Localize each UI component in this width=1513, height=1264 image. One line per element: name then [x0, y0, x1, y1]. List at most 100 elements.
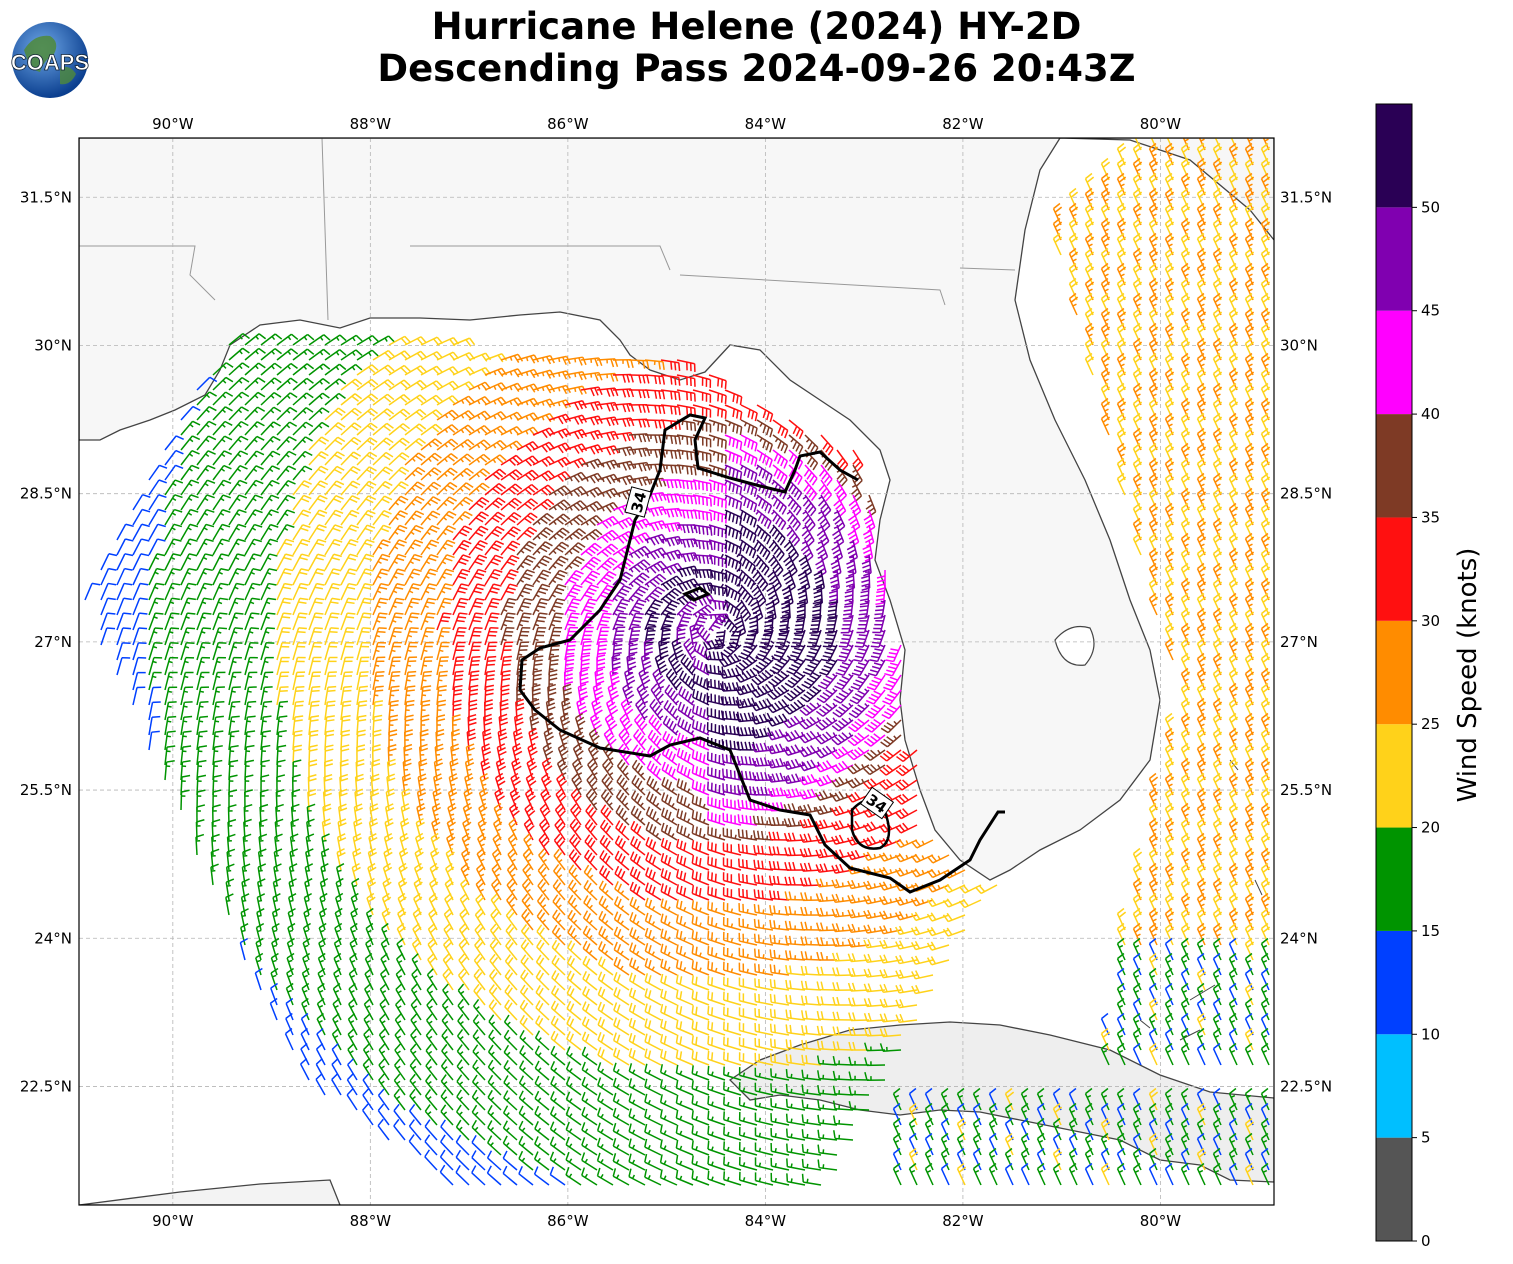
wind-barb [1132, 142, 1143, 166]
colorbar-tick-label: 5 [1421, 1129, 1431, 1147]
colorbar-bin-9 [1376, 207, 1412, 311]
colorbar-tick-label: 40 [1421, 405, 1440, 423]
wind-barb [1212, 187, 1223, 211]
wind-barb [1228, 142, 1239, 166]
wind-barb [1084, 322, 1095, 346]
wind-barb [484, 353, 508, 363]
wind-barb [244, 333, 267, 346]
wind-barb [1260, 157, 1271, 181]
wind-barb [580, 371, 603, 382]
wind-barb [500, 353, 524, 363]
wind-barb [228, 347, 250, 361]
wind-barb [1084, 172, 1095, 196]
wind-barb [1164, 157, 1175, 181]
wind-barb [420, 365, 443, 376]
wind-barb [1244, 337, 1255, 361]
wind-barb [1100, 307, 1111, 331]
wind-barb [1132, 187, 1143, 211]
wind-barb [1196, 247, 1207, 271]
wind-barb [340, 363, 363, 376]
wind-barb [1260, 307, 1271, 331]
wind-barb [1212, 337, 1223, 361]
wind-barb [1244, 142, 1255, 166]
wind-barb [1100, 262, 1111, 286]
wind-barb [1196, 187, 1207, 211]
wind-barb [1244, 277, 1255, 301]
wind-barb [308, 334, 331, 346]
wind-barb [644, 374, 666, 385]
wind-barb [1100, 232, 1111, 256]
lon-label-top: 86°W [547, 115, 589, 133]
colorbar-tick-label: 0 [1421, 1232, 1431, 1250]
wind-barb [1100, 247, 1111, 271]
wind-barb [1180, 307, 1191, 331]
wind-barb [1116, 262, 1127, 286]
wind-barb [1084, 277, 1095, 301]
wind-barb [1148, 142, 1159, 166]
wind-barb [1116, 322, 1127, 346]
wind-barb [1212, 142, 1223, 166]
wind-barb [1196, 202, 1207, 226]
colorbar-bin-3 [1376, 827, 1412, 931]
wind-barb [564, 356, 587, 366]
colorbar-bin-0 [1376, 1137, 1412, 1241]
wind-barb [228, 362, 250, 376]
wind-barb [1068, 187, 1079, 211]
wind-barb [1116, 232, 1127, 256]
wind-barb [356, 349, 379, 361]
wind-barb [1148, 247, 1159, 271]
wind-barb [1180, 187, 1191, 211]
wind-barb [308, 363, 331, 376]
wind-barb [324, 349, 347, 361]
lat-label-left: 22.5°N [20, 1077, 72, 1095]
wind-barb [324, 334, 347, 346]
wind-barb [1148, 187, 1159, 211]
wind-barb [1180, 262, 1191, 286]
wind-barb [1148, 157, 1159, 181]
wind-barb [1164, 307, 1175, 331]
wind-barb [1228, 187, 1239, 211]
wind-barb [1228, 322, 1239, 346]
wind-barb [1068, 277, 1079, 301]
wind-barb [308, 348, 331, 361]
wind-barb [1228, 277, 1239, 301]
wind-barb [260, 362, 282, 376]
wind-barb [1260, 262, 1271, 286]
wind-barb [660, 359, 681, 371]
wind-barb [388, 350, 411, 361]
wind-barb [1212, 292, 1223, 316]
wind-barb [1116, 277, 1127, 301]
wind-barb [628, 359, 650, 369]
wind-barb [276, 333, 299, 346]
us-mainland [79, 138, 1274, 881]
wind-barb [212, 362, 234, 376]
wind-barb [1164, 337, 1175, 361]
wind-barb [1244, 217, 1255, 241]
colorbar-bin-2 [1376, 930, 1412, 1035]
wind-barb [1196, 232, 1207, 256]
wind-barb [1180, 322, 1191, 346]
wind-barb [1244, 232, 1255, 256]
wind-barb [1180, 247, 1191, 271]
wind-barb [1196, 322, 1207, 346]
wind-barb [1164, 232, 1175, 256]
wind-barb [676, 359, 696, 372]
wind-barb [1262, 138, 1270, 151]
wind-barb [1212, 202, 1223, 226]
wind-barb [1244, 307, 1255, 331]
wind-barb [1244, 322, 1255, 346]
wind-barb [1228, 307, 1239, 331]
wind-barb [1116, 307, 1127, 331]
wind-barb [1212, 157, 1223, 181]
wind-barb [1196, 172, 1207, 196]
wind-barb [1148, 322, 1159, 346]
wind-barb [1214, 138, 1222, 151]
wind-barb [372, 349, 395, 361]
lake-okeechobee [1054, 625, 1095, 666]
wind-barb [1228, 247, 1239, 271]
coaps-globe-logo: COAPS [10, 22, 90, 98]
map-title: Hurricane Helene (2024) HY-2D Descending… [250, 6, 1263, 90]
lon-label-top: 80°W [1140, 115, 1182, 133]
wind-barb [1148, 217, 1159, 241]
wind-barb [628, 374, 650, 384]
